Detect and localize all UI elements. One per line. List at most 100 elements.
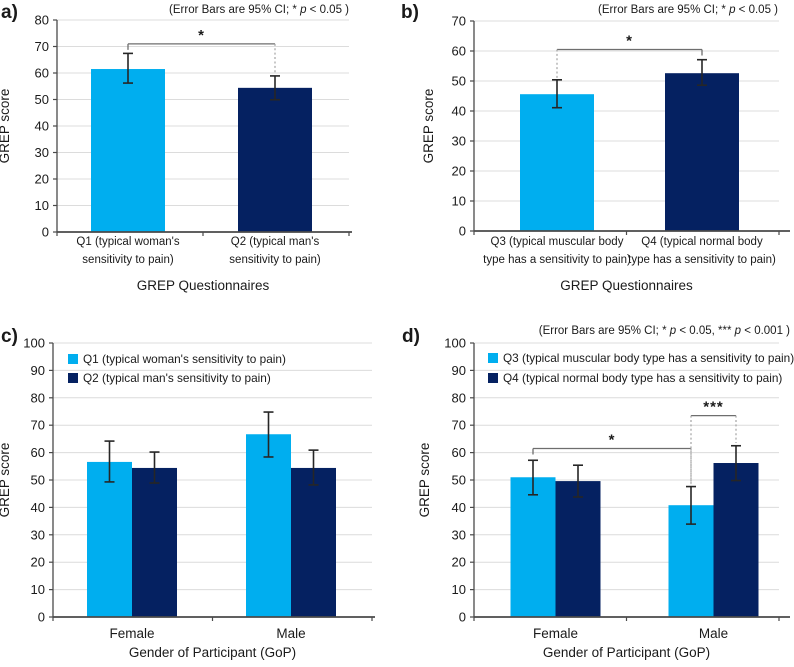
- x-axis-title: GREP Questionnaires: [137, 278, 270, 293]
- bar: [510, 477, 556, 617]
- x-axis-title: Gender of Participant (GoP): [129, 645, 296, 660]
- chart-panel-b: 0 10 20 30 40 50 60 70 Q3 (typical muscular body…: [401, 2, 790, 293]
- svg-text:sensitivity to pain): sensitivity to pain): [229, 254, 321, 266]
- bars: [510, 463, 759, 617]
- panel-label: d): [402, 326, 420, 347]
- svg-text:80: 80: [452, 390, 466, 405]
- bars: [87, 434, 336, 617]
- category-labels: Q1 (typical woman's sensitivity to pain) Q…: [76, 236, 320, 266]
- svg-text:Q4 (typical normal body: Q4 (typical normal body: [641, 236, 763, 248]
- ci-annotation: (Error Bars are 95% CI; * p < 0.05, *** …: [539, 325, 790, 337]
- svg-text:type has a sensitivity to pain: type has a sensitivity to pain): [483, 254, 631, 266]
- category-labels: Female Male: [109, 626, 305, 641]
- svg-text:30: 30: [452, 527, 466, 542]
- svg-text:sensitivity to pain): sensitivity to pain): [82, 254, 174, 266]
- error-bars: [528, 444, 741, 525]
- svg-text:0: 0: [38, 610, 45, 625]
- bar: [87, 461, 132, 617]
- panel-label: a): [1, 2, 18, 23]
- svg-text:Q1 (typical woman's: Q1 (typical woman's: [76, 236, 179, 248]
- svg-text:60: 60: [35, 66, 49, 81]
- svg-text:Male: Male: [276, 626, 305, 641]
- legend: Q1 (typical woman's sensitivity to pain)…: [68, 352, 286, 385]
- y-tick-labels: 0 10 20 30 40 50 60 70: [452, 14, 466, 239]
- significance-stars: ***: [703, 399, 724, 416]
- legend-swatch: [488, 373, 498, 383]
- svg-text:Male: Male: [699, 626, 728, 641]
- legend-swatch: [488, 353, 498, 363]
- axes: [53, 19, 352, 236]
- significance-brackets: *: [556, 33, 703, 78]
- svg-text:40: 40: [452, 500, 466, 515]
- bar: [291, 467, 336, 617]
- svg-text:30: 30: [35, 145, 49, 160]
- significance-stars: *: [198, 27, 205, 44]
- bar: [555, 481, 601, 617]
- category-labels: Female Male: [533, 626, 728, 641]
- svg-text:50: 50: [452, 74, 466, 89]
- bar: [520, 94, 594, 231]
- svg-text:60: 60: [31, 445, 45, 460]
- bar: [132, 467, 177, 617]
- svg-text:Q2 (typical man's: Q2 (typical man's: [231, 236, 320, 248]
- svg-text:10: 10: [452, 194, 466, 209]
- bar: [91, 69, 165, 233]
- svg-text:80: 80: [31, 390, 45, 405]
- svg-text:100: 100: [23, 336, 45, 351]
- x-axis-title: Gender of Participant (GoP): [543, 645, 710, 660]
- legend-label: Q4 (typical normal body type has a sensi…: [503, 371, 782, 385]
- svg-text:80: 80: [35, 13, 49, 28]
- svg-text:Q3 (typical muscular body: Q3 (typical muscular body: [491, 236, 624, 248]
- significance-stars: *: [609, 431, 616, 448]
- svg-text:Female: Female: [109, 626, 154, 641]
- chart-panel-c: 0 10 20 30 40 50 60 70 80 90 100 Female Male Gender o…: [0, 326, 375, 660]
- svg-text:10: 10: [452, 582, 466, 597]
- svg-text:60: 60: [452, 445, 466, 460]
- bar: [713, 463, 759, 617]
- svg-text:50: 50: [35, 92, 49, 107]
- axes: [470, 342, 790, 621]
- significance-brackets: *: [127, 27, 276, 75]
- y-axis-title: GREP score: [0, 89, 12, 164]
- legend: Q3 (typical muscular body type has a sen…: [488, 351, 794, 385]
- axes: [49, 342, 375, 621]
- chart-panel-a: 0 10 20 30 40 50 60 70 80 Q1 (typical woman's sens…: [0, 2, 352, 293]
- svg-text:40: 40: [452, 104, 466, 119]
- svg-text:10: 10: [35, 198, 49, 213]
- axes: [470, 20, 790, 235]
- chart-panel-d: 0 10 20 30 40 50 60 70 80 90 100 Female Male Gender o…: [402, 325, 794, 660]
- bars: [91, 69, 312, 233]
- panel-label: c): [1, 326, 18, 347]
- svg-text:20: 20: [35, 172, 49, 187]
- svg-text:70: 70: [452, 418, 466, 433]
- legend-swatch: [68, 373, 78, 383]
- y-axis-title: GREP score: [421, 89, 436, 164]
- panel-label: b): [401, 2, 419, 23]
- svg-text:20: 20: [31, 555, 45, 570]
- error-bars: [123, 52, 280, 101]
- svg-text:0: 0: [459, 224, 466, 239]
- legend-label: Q1 (typical woman's sensitivity to pain): [83, 352, 286, 366]
- ci-annotation: (Error Bars are 95% CI; * p < 0.05 ): [169, 4, 349, 16]
- bar: [665, 73, 739, 231]
- y-axis-title: GREP score: [0, 443, 12, 518]
- svg-text:70: 70: [31, 418, 45, 433]
- bar: [246, 434, 291, 617]
- svg-text:100: 100: [444, 336, 466, 351]
- category-labels: Q3 (typical muscular body type has a sens…: [483, 236, 776, 266]
- y-axis-title: GREP score: [417, 443, 432, 518]
- svg-text:70: 70: [35, 39, 49, 54]
- svg-text:50: 50: [31, 473, 45, 488]
- svg-text:Female: Female: [533, 626, 578, 641]
- svg-text:30: 30: [31, 527, 45, 542]
- error-bars: [552, 58, 707, 109]
- svg-text:60: 60: [452, 44, 466, 59]
- svg-text:0: 0: [459, 610, 466, 625]
- error-bars: [104, 411, 319, 486]
- ci-annotation: (Error Bars are 95% CI; * p < 0.05 ): [598, 4, 778, 16]
- svg-text:50: 50: [452, 473, 466, 488]
- bars: [520, 73, 739, 231]
- y-tick-labels: 0 10 20 30 40 50 60 70 80 90 100: [23, 336, 45, 625]
- legend-swatch: [68, 354, 78, 364]
